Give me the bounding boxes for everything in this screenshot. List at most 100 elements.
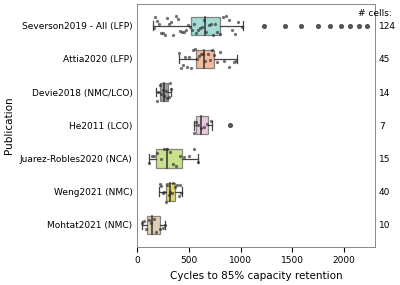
Point — [146, 218, 152, 223]
Point — [212, 21, 218, 26]
Point — [190, 48, 196, 52]
Point — [170, 33, 177, 38]
Point — [169, 191, 175, 195]
Point — [176, 154, 183, 158]
Point — [191, 146, 197, 151]
Point — [167, 190, 174, 194]
Point — [193, 119, 199, 124]
Point — [174, 183, 180, 187]
Point — [166, 95, 172, 100]
Point — [192, 47, 198, 52]
Point — [204, 121, 210, 126]
Bar — [196, 116, 208, 135]
Point — [167, 81, 173, 86]
Point — [327, 23, 334, 28]
Bar — [160, 83, 168, 101]
Point — [204, 51, 211, 56]
Point — [338, 23, 344, 28]
Bar — [166, 183, 175, 201]
Point — [233, 58, 240, 63]
Point — [195, 28, 202, 32]
Point — [186, 153, 192, 158]
Point — [160, 191, 166, 196]
Point — [156, 21, 162, 26]
Point — [211, 53, 218, 58]
Point — [156, 227, 163, 231]
Point — [195, 122, 202, 127]
Point — [150, 217, 157, 221]
Point — [177, 183, 184, 187]
Point — [188, 66, 194, 70]
Point — [191, 21, 197, 26]
Point — [180, 30, 187, 34]
Point — [238, 25, 245, 29]
Point — [153, 229, 160, 234]
Point — [223, 14, 229, 19]
Point — [173, 164, 179, 168]
Point — [174, 17, 181, 21]
Point — [158, 184, 164, 188]
Point — [172, 14, 179, 19]
Point — [196, 54, 202, 58]
Point — [347, 23, 353, 28]
Point — [315, 23, 321, 28]
Bar — [191, 17, 220, 35]
Point — [231, 60, 238, 65]
Text: # cells:: # cells: — [358, 9, 392, 18]
Point — [214, 30, 220, 34]
Point — [166, 192, 172, 197]
Point — [170, 181, 177, 185]
Point — [232, 31, 238, 36]
Point — [180, 154, 187, 159]
Point — [198, 126, 204, 130]
Point — [161, 190, 167, 194]
Point — [162, 32, 168, 37]
Point — [203, 29, 210, 34]
Point — [235, 20, 242, 24]
Point — [158, 30, 164, 35]
Point — [208, 48, 215, 53]
Point — [162, 223, 168, 227]
Point — [139, 221, 146, 225]
Point — [227, 123, 234, 128]
Y-axis label: Publication: Publication — [4, 97, 14, 154]
Point — [160, 30, 166, 35]
Point — [161, 94, 167, 99]
Point — [166, 21, 172, 26]
Point — [187, 25, 193, 29]
Point — [217, 50, 223, 54]
Point — [180, 62, 186, 67]
Point — [207, 22, 214, 26]
Point — [154, 19, 160, 23]
Point — [154, 151, 161, 155]
Point — [156, 83, 163, 87]
Point — [182, 54, 188, 59]
Point — [221, 59, 227, 64]
Point — [160, 147, 167, 152]
Point — [194, 56, 200, 61]
Point — [164, 182, 170, 187]
Point — [167, 150, 173, 154]
Point — [220, 15, 226, 19]
Point — [146, 161, 152, 165]
Point — [210, 32, 216, 37]
Point — [226, 65, 232, 69]
Point — [178, 66, 184, 71]
Point — [176, 50, 182, 55]
Point — [214, 59, 220, 64]
Point — [201, 18, 208, 22]
Point — [191, 131, 197, 135]
Point — [143, 227, 150, 231]
Bar — [156, 149, 182, 168]
Point — [172, 185, 178, 190]
Point — [200, 51, 206, 56]
Point — [160, 87, 166, 92]
Point — [282, 23, 288, 28]
Point — [197, 26, 204, 31]
Bar — [147, 216, 160, 234]
Point — [168, 19, 174, 24]
Point — [229, 27, 236, 32]
Point — [168, 87, 174, 91]
Point — [198, 51, 204, 56]
Point — [178, 191, 185, 195]
